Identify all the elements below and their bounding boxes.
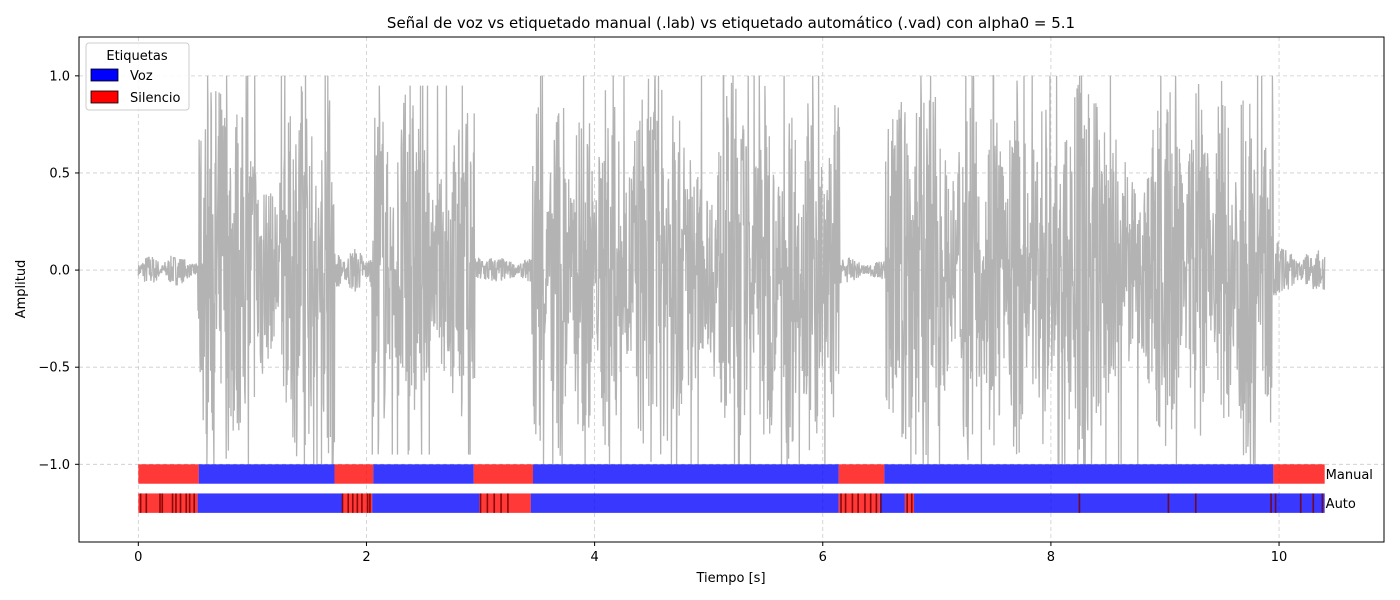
segment-boundary (188, 493, 191, 513)
segment-voz (198, 464, 335, 484)
track-label-manual: Manual (1326, 468, 1373, 483)
segment-silencio (838, 464, 885, 484)
segment-boundary (347, 493, 350, 513)
segment-voz (197, 493, 343, 513)
segment-boundary (185, 493, 188, 513)
legend-swatch-silencio (90, 90, 119, 104)
segment-voz (879, 493, 905, 513)
segment-boundary (161, 493, 164, 513)
segment-boundary (179, 493, 182, 513)
segment-boundary (910, 493, 913, 513)
segment-boundary (351, 493, 354, 513)
segment-boundary (880, 493, 882, 513)
segment-boundary (366, 493, 369, 513)
segment-boundary (875, 493, 878, 513)
x-tick-label: 8 (1047, 550, 1055, 565)
segment-voz (533, 464, 839, 484)
plot-frame (78, 36, 1385, 543)
segment-boundary (500, 493, 502, 513)
segment-boundary (145, 493, 148, 513)
segment-boundary (857, 493, 859, 513)
segment-boundary (906, 493, 908, 513)
label-tracks: Manual Auto (138, 464, 1373, 513)
segment-boundary (159, 493, 161, 513)
segment-boundary (1312, 493, 1315, 513)
chart-title: Señal de voz vs etiquetado manual (.lab)… (387, 14, 1075, 32)
segment-boundary (361, 493, 363, 513)
y-tick-label: −0.5 (38, 361, 70, 376)
segment-silencio (838, 493, 880, 513)
segment-boundary (1194, 493, 1197, 513)
segment-voz (914, 493, 1325, 513)
segment-voz (373, 464, 474, 484)
y-tick-label: −1.0 (38, 458, 70, 473)
segment-boundary (1078, 493, 1081, 513)
y-tick-label: 1.0 (49, 69, 70, 84)
segment-silencio (479, 493, 531, 513)
segment-boundary (844, 493, 847, 513)
segment-boundary (493, 493, 496, 513)
segment-boundary (864, 493, 866, 513)
y-tick-label: 0.0 (49, 264, 70, 279)
x-tick-label: 2 (362, 550, 370, 565)
segment-silencio (334, 464, 374, 484)
x-tick-label: 6 (819, 550, 827, 565)
legend-label-voz: Voz (130, 69, 153, 84)
segment-boundary (840, 493, 842, 513)
segment-boundary (1321, 493, 1324, 513)
x-tick-label: 4 (590, 550, 598, 565)
segment-boundary (486, 493, 489, 513)
segment-boundary (1274, 493, 1277, 513)
segment-silencio (138, 464, 199, 484)
segment-boundary (1299, 493, 1302, 513)
legend-swatch-voz (90, 68, 119, 82)
segment-silencio (904, 493, 915, 513)
axis-ticks: 0 2 4 6 8 10 −1.0 −0.5 0.0 0.5 1.0 (38, 69, 1287, 565)
segment-voz (372, 493, 480, 513)
legend-label-silencio: Silencio (130, 91, 180, 106)
legend: Etiquetas Voz Silencio (85, 42, 190, 111)
segment-boundary (1167, 493, 1170, 513)
waveform (137, 75, 1326, 465)
segment-boundary (1270, 493, 1272, 513)
segment-boundary (139, 493, 142, 513)
segment-silencio (473, 464, 534, 484)
segment-boundary (869, 493, 872, 513)
segment-boundary (851, 493, 854, 513)
y-tick-label: 0.5 (49, 166, 70, 181)
segment-boundary (341, 493, 344, 513)
segment-silencio (1273, 464, 1325, 484)
segment-boundary (356, 493, 359, 513)
segment-boundary (479, 493, 482, 513)
segment-silencio (138, 493, 198, 513)
segment-voz (530, 493, 839, 513)
segment-voz (884, 464, 1274, 484)
segment-boundary (175, 493, 177, 513)
segment-boundary (507, 493, 509, 513)
x-tick-label: 10 (1271, 550, 1288, 565)
segment-boundary (171, 493, 174, 513)
y-axis-label: Amplitud (14, 260, 29, 319)
x-axis-label: Tiempo [s] (695, 571, 765, 586)
segment-boundary (193, 493, 196, 513)
legend-title: Etiquetas (106, 49, 167, 64)
track-label-auto: Auto (1326, 497, 1356, 512)
x-tick-label: 0 (134, 550, 142, 565)
waveform-line (137, 75, 1326, 465)
segment-boundary (369, 493, 371, 513)
